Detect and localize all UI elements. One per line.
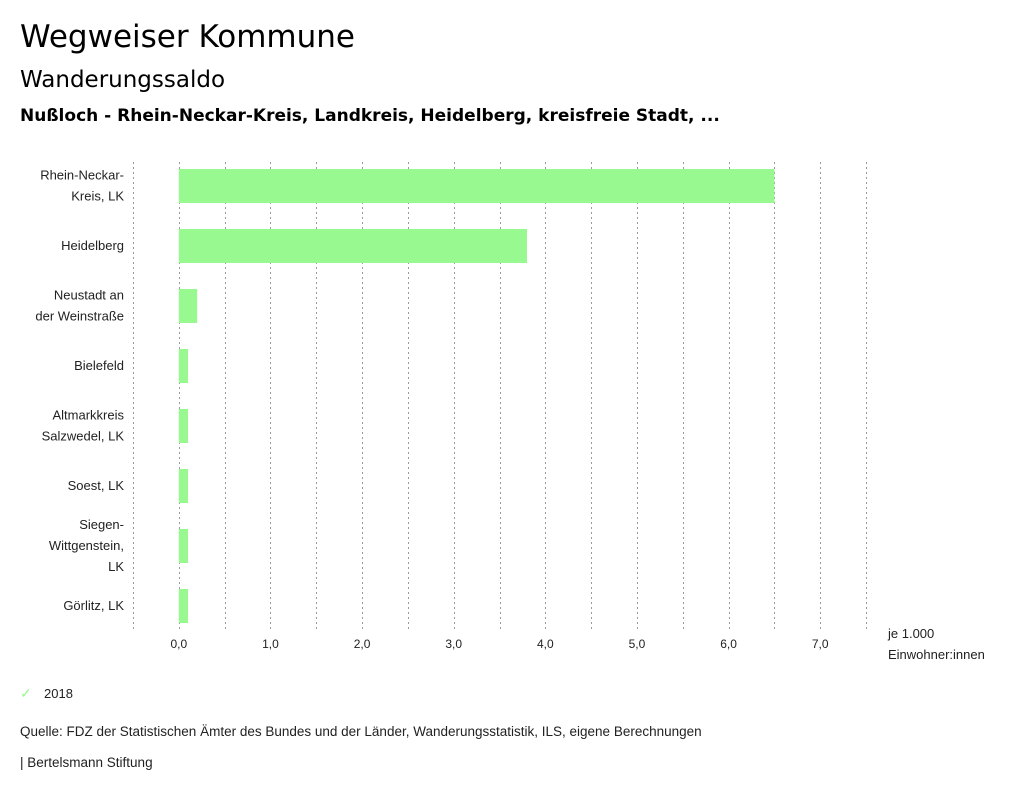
category-label: Altmarkkreis — [52, 408, 124, 423]
bar[interactable] — [178, 589, 188, 623]
bar[interactable] — [178, 289, 198, 323]
category-label: Soest, LK — [68, 478, 125, 493]
category-label: Siegen- — [79, 517, 124, 532]
x-tick-label: 4,0 — [537, 637, 554, 651]
bar[interactable] — [178, 529, 188, 563]
bar-chart: Rhein-Neckar- Kreis, LK Heidelberg Neustadt… — [35, 162, 985, 662]
app-title: Wegweiser Kommune — [20, 19, 355, 55]
x-axis-label: Einwohner:innen — [888, 647, 985, 662]
bar[interactable] — [178, 229, 527, 263]
bar[interactable] — [178, 169, 775, 203]
source-note: Quelle: FDZ der Statistischen Ämter des … — [20, 724, 702, 739]
category-label: Salzwedel, LK — [42, 429, 125, 444]
bar[interactable] — [178, 469, 188, 503]
category-label: LK — [108, 559, 124, 574]
x-tick-label: 1,0 — [262, 637, 279, 651]
bar[interactable] — [178, 409, 188, 443]
category-label: Neustadt an — [54, 288, 124, 303]
x-tick-label: 7,0 — [812, 637, 829, 651]
x-tick-label: 6,0 — [720, 637, 737, 651]
x-axis-unit-label: je 1.000 Einwohner:innen — [887, 626, 985, 662]
chart-subtitle: Wanderungssaldo — [20, 67, 226, 93]
x-axis-label: je 1.000 — [887, 626, 934, 641]
category-labels: Rhein-Neckar- Kreis, LK Heidelberg Neustadt… — [35, 168, 124, 614]
x-tick-labels: 0,0 1,0 2,0 3,0 4,0 5,0 6,0 7,0 — [170, 637, 828, 651]
x-tick-label: 3,0 — [445, 637, 462, 651]
category-label: Kreis, LK — [71, 189, 124, 204]
category-label: der Weinstraße — [35, 309, 124, 324]
x-tick-label: 2,0 — [354, 637, 371, 651]
x-tick-label: 5,0 — [629, 637, 646, 651]
region-title: Nußloch - Rhein-Neckar-Kreis, Landkreis,… — [20, 106, 720, 126]
category-label: Heidelberg — [61, 238, 124, 253]
category-label: Bielefeld — [74, 358, 124, 373]
bar[interactable] — [178, 349, 188, 383]
check-icon[interactable]: ✓ — [20, 685, 32, 701]
legend-label-2018: 2018 — [44, 685, 73, 701]
x-tick-label: 0,0 — [170, 637, 187, 651]
category-label: Wittgenstein, — [49, 538, 124, 553]
bars — [178, 169, 775, 623]
brand-footer: | Bertelsmann Stiftung — [20, 755, 153, 770]
legend[interactable]: ✓ 2018 — [20, 684, 73, 702]
category-label: Görlitz, LK — [63, 598, 124, 613]
category-label: Rhein-Neckar- — [40, 168, 124, 183]
